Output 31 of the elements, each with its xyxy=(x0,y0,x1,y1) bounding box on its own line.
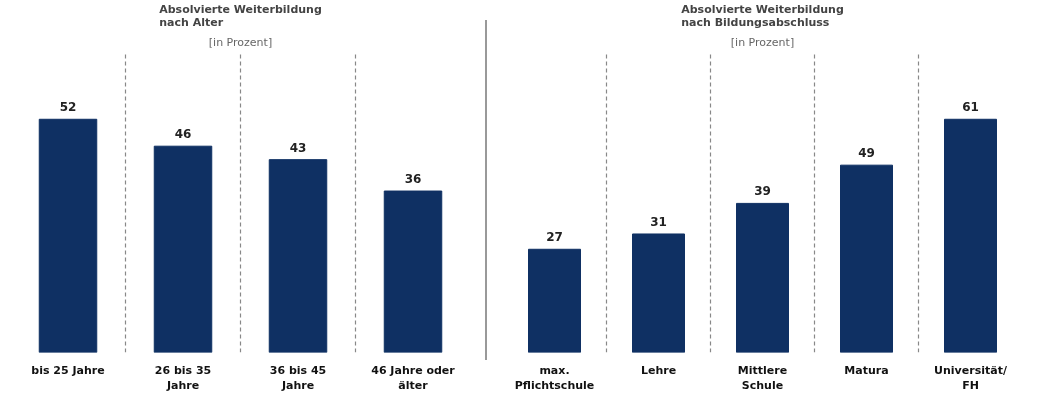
bar xyxy=(153,145,213,353)
bar xyxy=(268,159,328,353)
bar xyxy=(840,164,893,353)
x-tick-label: max. Pflichtschule xyxy=(514,363,595,393)
data-label: 36 xyxy=(404,172,422,187)
data-label: 61 xyxy=(962,100,979,115)
x-tick-label: Mittlere Schule xyxy=(737,363,788,393)
x-tick-label: 46 Jahre oder älter xyxy=(371,363,456,393)
bar xyxy=(383,190,443,353)
data-label: 39 xyxy=(754,184,771,199)
data-label: 43 xyxy=(289,140,307,155)
x-tick-label: Lehre xyxy=(640,363,677,377)
bar xyxy=(528,248,581,353)
x-tick-label: 36 bis 45 Jahre xyxy=(269,363,327,393)
chart-title: Absolvierte Weiterbildung nach Alter xyxy=(159,2,322,29)
x-tick-label: Universität/FH xyxy=(934,363,1008,393)
data-label: 46 xyxy=(174,127,192,142)
data-label: 49 xyxy=(858,146,875,161)
data-label: 52 xyxy=(59,100,77,115)
bar xyxy=(736,202,789,353)
chart-subtitle: [in Prozent] xyxy=(208,35,273,49)
chart-title: Absolvierte Weiterbildung nach Bildungsabschluss xyxy=(681,2,844,29)
bar xyxy=(632,233,685,353)
x-tick-label: Matura xyxy=(844,363,889,377)
data-label: 31 xyxy=(650,214,667,229)
chart-subtitle: [in Prozent] xyxy=(730,35,795,49)
bar xyxy=(38,118,98,353)
data-label: 27 xyxy=(546,230,563,245)
x-tick-label: 26 bis 35 Jahre xyxy=(154,363,212,393)
x-tick-label: bis 25 Jahre xyxy=(31,363,105,377)
bar xyxy=(944,118,997,353)
